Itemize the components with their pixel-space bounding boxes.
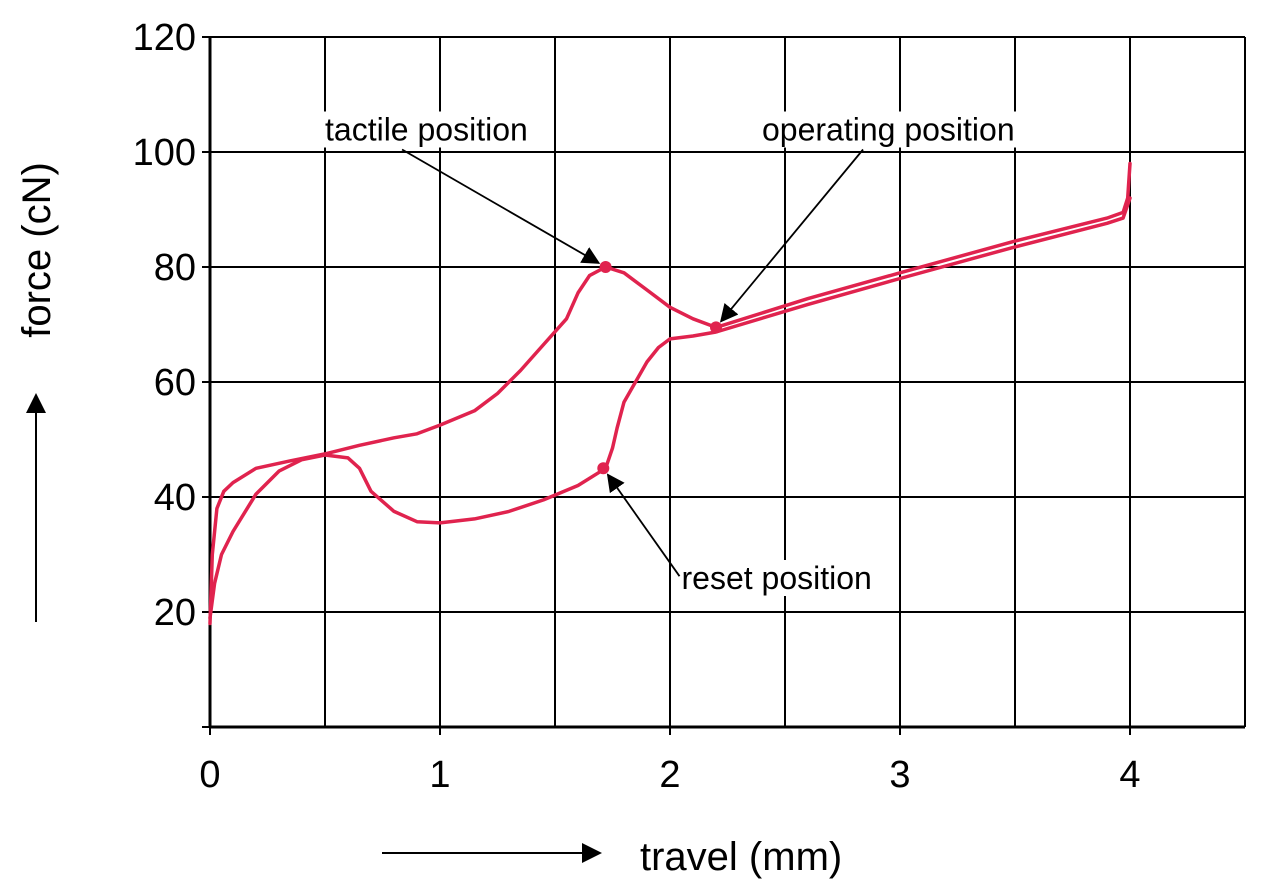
annotation-label: reset position [682, 560, 872, 596]
x-tick-label: 3 [889, 754, 910, 796]
annotation-arrow [606, 473, 681, 577]
y-tick-label: 100 [133, 132, 196, 174]
series-line-1 [208, 161, 1132, 626]
annotations: tactile position operating position reset … [321, 111, 1019, 596]
annotation-arrow [401, 148, 601, 264]
annotation-arrow [719, 148, 864, 323]
y-tick-label: 40 [154, 477, 196, 519]
annotation-background [677, 560, 876, 596]
axes: 20 40 60 80 100 120 0 1 2 3 4 [133, 17, 1245, 796]
annotation-label: operating position [762, 112, 1015, 148]
annotation-label: tactile position [325, 112, 528, 148]
x-tick-label: 4 [1119, 754, 1140, 796]
x-tick-label: 0 [199, 754, 220, 796]
x-tick-label: 1 [429, 754, 450, 796]
y-axis-label: force (cN) [15, 162, 59, 338]
y-tick-label: 20 [154, 592, 196, 634]
data-marker [599, 261, 612, 273]
data-marker [710, 321, 722, 334]
annotation-background [321, 111, 532, 148]
x-tick-label: 2 [659, 754, 680, 796]
grid [210, 36, 1246, 727]
y-tick-label: 60 [154, 362, 196, 404]
y-tick-label: 120 [133, 17, 196, 59]
x-axis-label: travel (mm) [640, 835, 842, 879]
y-tick-label: 80 [154, 247, 196, 289]
data-marker [597, 462, 610, 475]
series [208, 161, 1132, 626]
series-line-2 [208, 196, 1132, 620]
annotation-background [758, 111, 1019, 148]
